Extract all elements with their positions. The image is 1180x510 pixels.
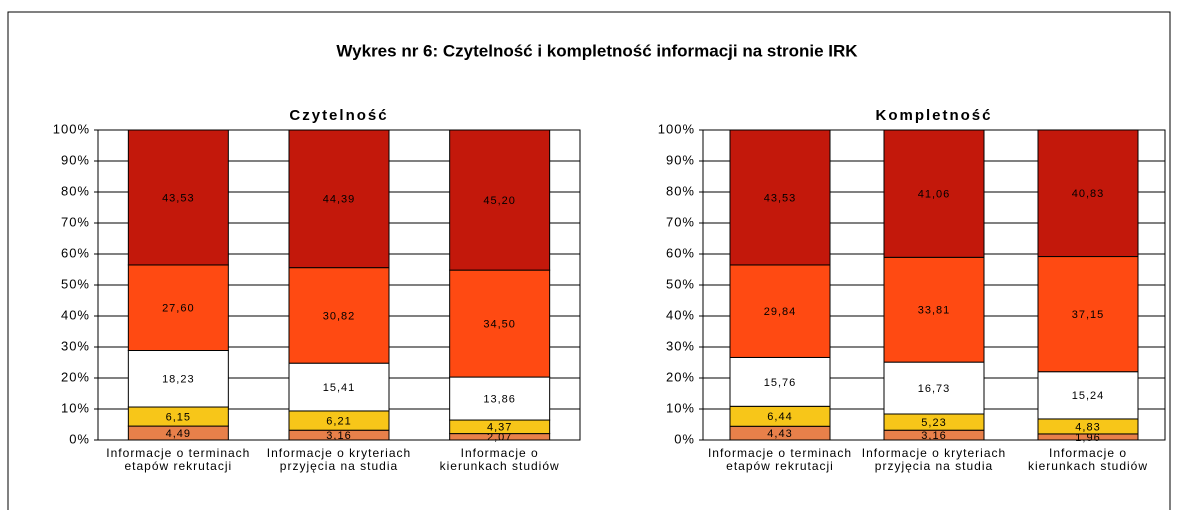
bar-segment <box>729 129 831 266</box>
y-tick-label: 50% <box>666 276 695 291</box>
data-label: 16,73 <box>918 383 951 395</box>
data-label: 44,39 <box>323 194 356 206</box>
y-tick-label: 60% <box>666 245 695 260</box>
bar-segment <box>1037 256 1139 373</box>
y-tick-label: 30% <box>61 338 90 353</box>
bar-segment <box>449 269 551 378</box>
data-label: 41,06 <box>918 189 951 201</box>
data-label: 4,43 <box>767 428 792 440</box>
page-title: Wykres nr 6: Czytelność i kompletność in… <box>336 41 858 60</box>
data-label: 3,16 <box>326 430 351 442</box>
x-tick-label: Informacje o kryteriach przyjęcia na stu… <box>861 446 1007 473</box>
data-label: 2,07 <box>487 432 512 444</box>
x-tick-label: Informacje o terminach etapów rekrutacji <box>106 446 251 473</box>
y-tick-label: 50% <box>61 276 90 291</box>
bar-segment <box>288 129 390 269</box>
y-tick-label: 60% <box>61 245 90 260</box>
bar-segment <box>1037 371 1139 420</box>
chart-title: Czytelność <box>289 107 388 124</box>
y-tick-label: 20% <box>61 369 90 384</box>
y-tick-label: 70% <box>61 214 90 229</box>
data-label: 15,76 <box>764 377 797 389</box>
chart-title: Kompletność <box>875 107 992 124</box>
data-label: 4,83 <box>1075 421 1100 433</box>
y-tick-label: 0% <box>674 431 695 446</box>
x-tick-label: Informacje o kierunkach studiów <box>1027 446 1149 473</box>
y-tick-label: 10% <box>666 400 695 415</box>
data-label: 15,41 <box>323 382 356 394</box>
data-label: 30,82 <box>323 310 356 322</box>
bar-segment <box>127 350 229 408</box>
y-tick-label: 100% <box>658 121 695 136</box>
data-label: 18,23 <box>162 374 195 386</box>
x-tick-label: Informacje o kryteriach przyjęcia na stu… <box>266 446 412 473</box>
data-label: 27,60 <box>162 303 195 315</box>
bar-segment <box>883 256 985 363</box>
y-tick-label: 70% <box>666 214 695 229</box>
data-label: 6,44 <box>767 411 792 423</box>
data-label: 15,24 <box>1072 390 1105 402</box>
y-tick-label: 90% <box>666 152 695 167</box>
data-label: 6,15 <box>166 411 191 423</box>
data-label: 43,53 <box>764 192 797 204</box>
data-label: 6,21 <box>326 415 351 427</box>
data-label: 29,84 <box>764 306 797 318</box>
y-tick-label: 100% <box>53 121 90 136</box>
x-tick-label: Informacje o kierunkach studiów <box>439 446 560 473</box>
bar-segment <box>127 129 229 266</box>
x-tick-label: Informacje o terminach etapów rekrutacji <box>707 446 853 473</box>
y-tick-label: 40% <box>666 307 695 322</box>
y-tick-label: 40% <box>61 307 90 322</box>
data-label: 4,49 <box>166 428 191 440</box>
data-label: 37,15 <box>1072 309 1105 321</box>
data-label: 33,81 <box>918 305 951 317</box>
frame <box>7 11 1171 510</box>
data-label: 3,16 <box>921 430 946 442</box>
bar-segment <box>729 264 831 358</box>
data-label: 43,53 <box>162 192 195 204</box>
data-label: 45,20 <box>483 195 516 207</box>
bar-segment <box>883 129 985 258</box>
y-tick-label: 30% <box>666 338 695 353</box>
y-tick-label: 20% <box>666 369 695 384</box>
data-label: 13,86 <box>483 393 516 405</box>
y-tick-label: 90% <box>61 152 90 167</box>
bar-segment <box>127 264 229 352</box>
y-tick-label: 80% <box>666 183 695 198</box>
data-label: 4,37 <box>487 422 512 434</box>
bar-segment <box>449 129 551 271</box>
y-tick-label: 10% <box>61 400 90 415</box>
data-label: 34,50 <box>483 319 516 331</box>
bar-segment <box>288 362 390 412</box>
y-tick-label: 80% <box>61 183 90 198</box>
data-label: 1,96 <box>1075 432 1100 444</box>
data-label: 5,23 <box>921 417 946 429</box>
data-label: 40,83 <box>1072 188 1105 200</box>
bar-segment <box>1037 129 1139 258</box>
y-tick-label: 0% <box>69 431 90 446</box>
bar-segment <box>883 361 985 415</box>
